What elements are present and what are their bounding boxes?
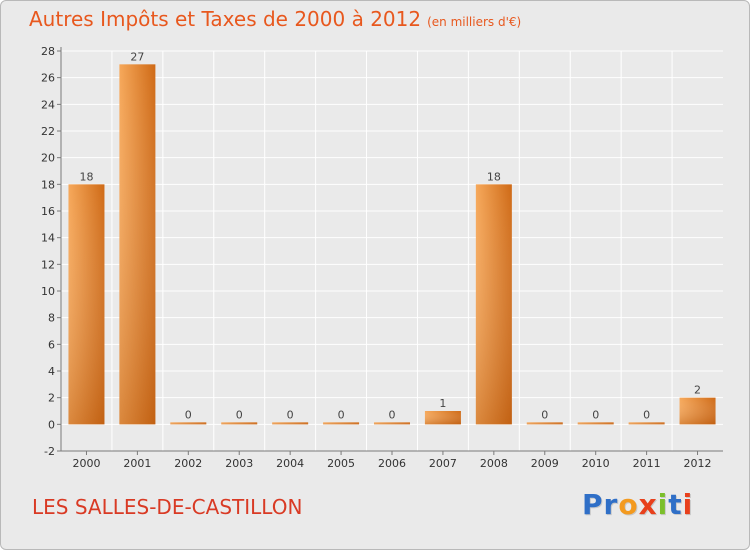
y-tick-label: 8 xyxy=(48,312,55,325)
x-tick-label: 2000 xyxy=(72,457,100,470)
data-label: 0 xyxy=(185,408,192,421)
logo-letter: t xyxy=(668,488,683,521)
x-tick-label: 2006 xyxy=(378,457,406,470)
bar-shade xyxy=(628,422,665,425)
bar-shade xyxy=(323,422,360,425)
logo-letter: i xyxy=(657,488,669,521)
y-tick-label: 2 xyxy=(48,392,55,405)
x-tick-label: 2002 xyxy=(174,457,202,470)
data-label: 0 xyxy=(541,408,548,421)
bars xyxy=(68,64,716,425)
chart-title-unit: (en milliers d'€) xyxy=(427,15,522,29)
x-tick-label: 2010 xyxy=(582,457,610,470)
y-tick-label: 20 xyxy=(41,152,55,165)
y-tick-label: 0 xyxy=(48,418,55,431)
x-tick-label: 2007 xyxy=(429,457,457,470)
y-tick-label: 16 xyxy=(41,205,55,218)
logo-letter: i xyxy=(682,488,694,521)
grid-lines xyxy=(61,50,723,452)
bar-shade xyxy=(679,397,716,425)
bar-shade xyxy=(424,411,461,425)
y-tick-label: 28 xyxy=(41,45,55,58)
x-tick-label: 2004 xyxy=(276,457,304,470)
x-tick-label: 2011 xyxy=(633,457,661,470)
y-tick-label: -2 xyxy=(44,445,55,458)
chart-title: Autres Impôts et Taxes de 2000 à 2012 (en… xyxy=(29,7,521,31)
x-tick-label: 2008 xyxy=(480,457,508,470)
logo-letter: P xyxy=(582,488,604,521)
y-tick-label: 18 xyxy=(41,178,55,191)
data-label: 27 xyxy=(130,50,144,63)
y-tick-label: 4 xyxy=(48,365,55,378)
bar-shade xyxy=(272,422,309,425)
data-label: 0 xyxy=(287,408,294,421)
x-tick-label: 2009 xyxy=(531,457,559,470)
y-tick-label: 10 xyxy=(41,285,55,298)
data-label: 2 xyxy=(694,384,701,397)
bar-shade xyxy=(374,422,410,425)
y-tick-label: 22 xyxy=(41,125,55,138)
x-tick-label: 2012 xyxy=(684,457,712,470)
data-label: 0 xyxy=(389,408,396,421)
data-labels: 18 27 0 0 0 0 0 1 18 0 0 0 2 xyxy=(79,50,701,421)
proxiti-logo[interactable]: Proxiti xyxy=(582,488,693,521)
y-tick-label: 6 xyxy=(48,338,55,351)
data-label: 0 xyxy=(643,408,650,421)
x-tick-label: 2003 xyxy=(225,457,253,470)
bar-shade xyxy=(526,422,563,425)
y-tick-label: 12 xyxy=(41,258,55,271)
logo-letter: r xyxy=(603,488,619,521)
bar-shade xyxy=(119,64,156,425)
y-tick-label: 26 xyxy=(41,72,55,85)
commune-name: LES SALLES-DE-CASTILLON xyxy=(32,495,303,519)
data-label: 0 xyxy=(338,408,345,421)
data-label: 18 xyxy=(487,170,501,183)
y-tick-label: 24 xyxy=(41,98,55,111)
bar-shade xyxy=(68,184,105,425)
y-tick-label: 14 xyxy=(41,232,55,245)
logo-letter: o xyxy=(618,488,639,521)
bar-shade xyxy=(221,422,258,425)
bar-shade xyxy=(577,422,614,425)
data-label: 1 xyxy=(439,397,446,410)
data-label: 18 xyxy=(79,170,93,183)
logo-letter: x xyxy=(638,488,658,521)
bar-shade xyxy=(170,422,207,425)
x-tick-label: 2001 xyxy=(123,457,151,470)
x-tick-label: 2005 xyxy=(327,457,355,470)
chart-title-main: Autres Impôts et Taxes de 2000 à 2012 xyxy=(29,7,422,31)
data-label: 0 xyxy=(236,408,243,421)
data-label: 0 xyxy=(592,408,599,421)
bar-shade xyxy=(475,184,512,425)
